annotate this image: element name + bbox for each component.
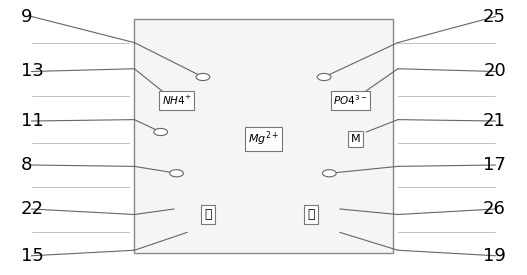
Text: 25: 25	[483, 7, 506, 26]
Circle shape	[170, 170, 183, 177]
Circle shape	[154, 128, 168, 136]
Text: 11: 11	[21, 112, 44, 130]
Text: $PO4^{3-}$: $PO4^{3-}$	[333, 94, 368, 107]
Text: 8: 8	[21, 156, 33, 174]
Text: 13: 13	[21, 62, 44, 81]
Text: 26: 26	[483, 200, 506, 218]
Text: $Mg^{2+}$: $Mg^{2+}$	[248, 130, 279, 148]
Text: 17: 17	[483, 156, 506, 174]
Circle shape	[323, 170, 336, 177]
Text: 21: 21	[483, 112, 506, 130]
Text: 酸: 酸	[204, 208, 212, 221]
Text: 15: 15	[21, 247, 44, 265]
Circle shape	[317, 73, 331, 81]
Text: 9: 9	[21, 7, 33, 26]
Text: 碹: 碹	[307, 208, 315, 221]
Text: 19: 19	[483, 247, 506, 265]
Text: M: M	[351, 134, 360, 144]
Text: $NH4^{+}$: $NH4^{+}$	[162, 94, 191, 107]
Bar	[134, 19, 393, 253]
Text: 20: 20	[483, 62, 506, 81]
Circle shape	[196, 73, 210, 81]
Text: 22: 22	[21, 200, 44, 218]
